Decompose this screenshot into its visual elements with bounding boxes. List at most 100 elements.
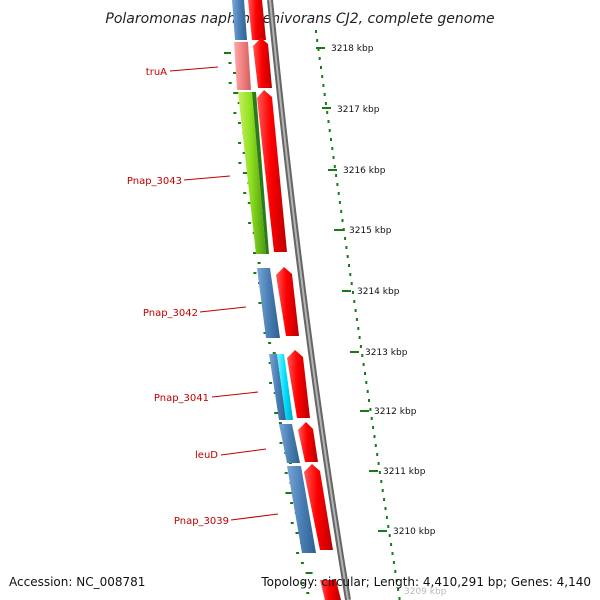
gc-content-dash — [301, 582, 305, 584]
gc-skew-dot — [388, 534, 391, 537]
gc-content-dash — [290, 502, 294, 504]
scale-label: 3210 kbp — [393, 527, 436, 537]
gc-skew-dot — [323, 93, 326, 96]
gene-arrow[interactable] — [320, 580, 341, 600]
gc-content-dash — [272, 352, 276, 354]
forward-strand-genes — [248, 0, 341, 600]
gc-skew-dot — [385, 516, 388, 519]
gc-content-dash — [253, 272, 257, 274]
gc-skew-dot — [374, 444, 377, 447]
gene-label-pnap-3039[interactable]: Pnap_3039 — [174, 516, 229, 527]
cog-feature-truA[interactable] — [234, 42, 251, 90]
gc-content-dash — [247, 202, 251, 204]
cog-feature-pnap-3043[interactable] — [238, 92, 266, 254]
cog-feature-leuD[interactable] — [279, 424, 300, 463]
gc-skew-dot — [394, 570, 397, 573]
gc-skew-dot — [390, 543, 393, 546]
gc-skew-dot — [338, 201, 341, 204]
gc-content-dash — [237, 102, 241, 104]
scale-labels: 3218 kbp 3217 kbp 3216 kbp 3215 kbp 3214… — [316, 44, 447, 597]
gc-skew-dot — [321, 75, 324, 78]
gc-skew-dot — [344, 237, 347, 240]
gc-content-dash — [274, 412, 282, 414]
gene-label-truA[interactable]: truA — [146, 67, 167, 78]
gc-content-dash — [233, 72, 236, 74]
gc-skew-dot — [361, 354, 364, 357]
gc-content-dash — [285, 492, 293, 494]
gc-skew-dot — [359, 345, 362, 348]
gc-content-dash — [279, 442, 283, 444]
gc-skew-dot — [317, 48, 320, 51]
gene-arrow[interactable] — [304, 464, 333, 550]
scale-label: 3214 kbp — [357, 287, 400, 297]
gc-skew-dot — [342, 228, 345, 231]
gc-skew-dot — [378, 471, 381, 474]
gene-labels: truA Pnap_3043 Pnap_3042 Pnap_3041 leuD … — [127, 66, 279, 527]
scale-label: 3217 kbp — [337, 105, 380, 115]
map-title: Polaromonas naphthalenivorans CJ2, compl… — [105, 11, 494, 27]
gc-skew-dot — [358, 336, 361, 339]
scale-label: 3216 kbp — [343, 166, 386, 176]
gc-content-dash — [228, 62, 232, 64]
gc-skew-dot — [327, 120, 330, 123]
gc-skew-dot — [353, 300, 356, 303]
gc-content-dash — [278, 422, 282, 424]
gc-content-dash — [238, 142, 242, 144]
gc-content-dash — [258, 302, 262, 304]
gc-skew-dot — [370, 417, 373, 420]
cog-feature-pnap-3041-blue[interactable] — [269, 354, 286, 420]
gc-content-dash — [233, 112, 237, 114]
gc-content-dash — [268, 362, 272, 364]
scale-label: 3213 kbp — [365, 348, 408, 358]
gc-content-dash — [233, 92, 241, 94]
gc-skew-dot — [324, 102, 327, 105]
gc-skew-dot — [349, 273, 352, 276]
gc-skew-dot — [332, 156, 335, 159]
gc-content-dash — [306, 592, 310, 594]
gene-arrow[interactable] — [248, 0, 266, 40]
gc-skew-dot — [354, 309, 357, 312]
gc-content-dash — [269, 382, 273, 384]
gc-skew-dot — [369, 408, 372, 411]
gc-skew-dot — [336, 183, 339, 186]
gene-arrow[interactable] — [276, 267, 299, 336]
gc-content-dash — [296, 552, 300, 554]
gc-skew-dot — [372, 426, 375, 429]
gc-skew-dot — [384, 507, 387, 510]
genome-summary-text: Topology: circular; Length: 4,410,291 bp… — [260, 575, 591, 589]
gene-label-pnap-3041[interactable]: Pnap_3041 — [154, 393, 209, 404]
gene-arrow[interactable] — [257, 90, 287, 252]
cog-feature-pnap-3043-dark[interactable] — [252, 92, 269, 254]
scale-label: 3215 kbp — [349, 226, 392, 236]
gc-content-dash — [248, 222, 252, 224]
gene-arrow[interactable] — [287, 350, 310, 418]
gc-skew-dot — [373, 435, 376, 438]
cog-feature-pnap-3042[interactable] — [257, 268, 280, 338]
gene-arrow[interactable] — [298, 422, 318, 462]
gc-skew-dot — [380, 480, 383, 483]
scale-label: 3209 kbp — [404, 587, 447, 597]
cog-feature-blue[interactable] — [232, 0, 247, 40]
scale-label: 3218 kbp — [331, 44, 374, 54]
gc-skew-dot — [315, 30, 317, 33]
gene-label-pnap-3042[interactable]: Pnap_3042 — [143, 308, 198, 319]
gene-arrow[interactable] — [253, 38, 272, 88]
gc-skew-dot — [331, 147, 334, 150]
gc-content-dash — [243, 192, 247, 194]
gc-skew-dot — [387, 525, 390, 528]
gc-skew-dot — [318, 57, 321, 60]
gc-content-dash — [238, 162, 242, 164]
gc-content-dash — [257, 262, 261, 264]
gc-skew-dot — [362, 363, 365, 366]
cog-feature-pnap-3039[interactable] — [287, 466, 316, 553]
gc-skew-dot — [383, 498, 386, 501]
gc-skew-dot — [341, 219, 344, 222]
gc-content-dash — [290, 522, 294, 524]
cog-feature-track — [232, 0, 316, 553]
gc-skew-dot — [391, 552, 394, 555]
gene-label-leuD[interactable]: leuD — [195, 450, 218, 461]
cog-feature-pnap-3041-cyan[interactable] — [277, 354, 293, 420]
gc-skew-dot — [381, 489, 384, 492]
gene-label-pnap-3043[interactable]: Pnap_3043 — [127, 176, 182, 187]
